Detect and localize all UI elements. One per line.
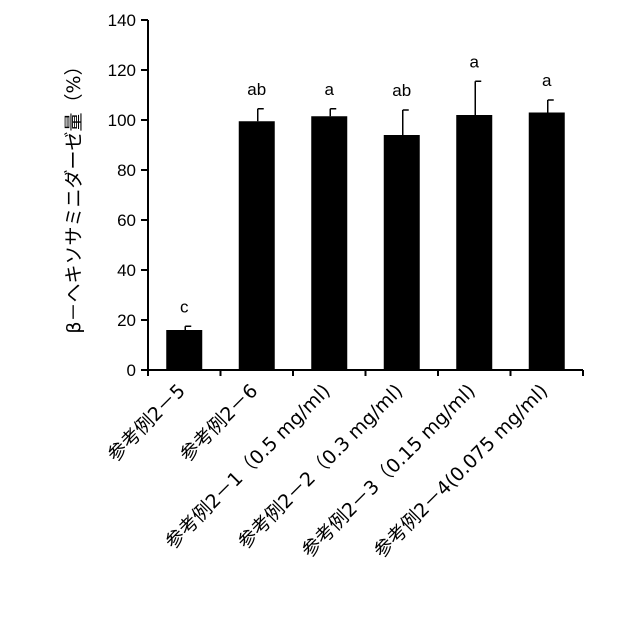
axes bbox=[148, 20, 583, 376]
y-tick-label: 100 bbox=[108, 111, 136, 130]
y-tick-label: 40 bbox=[117, 261, 136, 280]
y-axis-label: β－ヘキソサミニダーゼ量（%） bbox=[63, 56, 85, 333]
bar bbox=[166, 330, 202, 370]
bar bbox=[239, 121, 275, 370]
y-tick-label: 120 bbox=[108, 61, 136, 80]
category-label: 参考例2－5 bbox=[103, 380, 189, 466]
y-tick-label: 60 bbox=[117, 211, 136, 230]
y-tick-label: 80 bbox=[117, 161, 136, 180]
y-tick-label: 0 bbox=[127, 361, 136, 380]
bar bbox=[311, 116, 347, 370]
bar bbox=[529, 113, 565, 371]
significance-label: ab bbox=[392, 81, 411, 100]
category-labels: 参考例2－5参考例2－6参考例2－1（0.5 mg/ml)参考例2－2（0.3 … bbox=[103, 380, 552, 563]
significance-label: a bbox=[325, 80, 335, 99]
significance-label: ab bbox=[247, 80, 266, 99]
bar bbox=[384, 135, 420, 370]
bar bbox=[456, 115, 492, 370]
y-axis-ticks: 0 20 40 60 80 100 120 140 bbox=[108, 11, 148, 380]
y-tick-label: 20 bbox=[117, 311, 136, 330]
significance-labels: c ab a ab a a bbox=[180, 52, 552, 316]
y-tick-label: 140 bbox=[108, 11, 136, 30]
significance-label: a bbox=[542, 71, 552, 90]
significance-label: c bbox=[180, 297, 189, 316]
significance-label: a bbox=[470, 52, 480, 71]
bars bbox=[166, 113, 565, 371]
